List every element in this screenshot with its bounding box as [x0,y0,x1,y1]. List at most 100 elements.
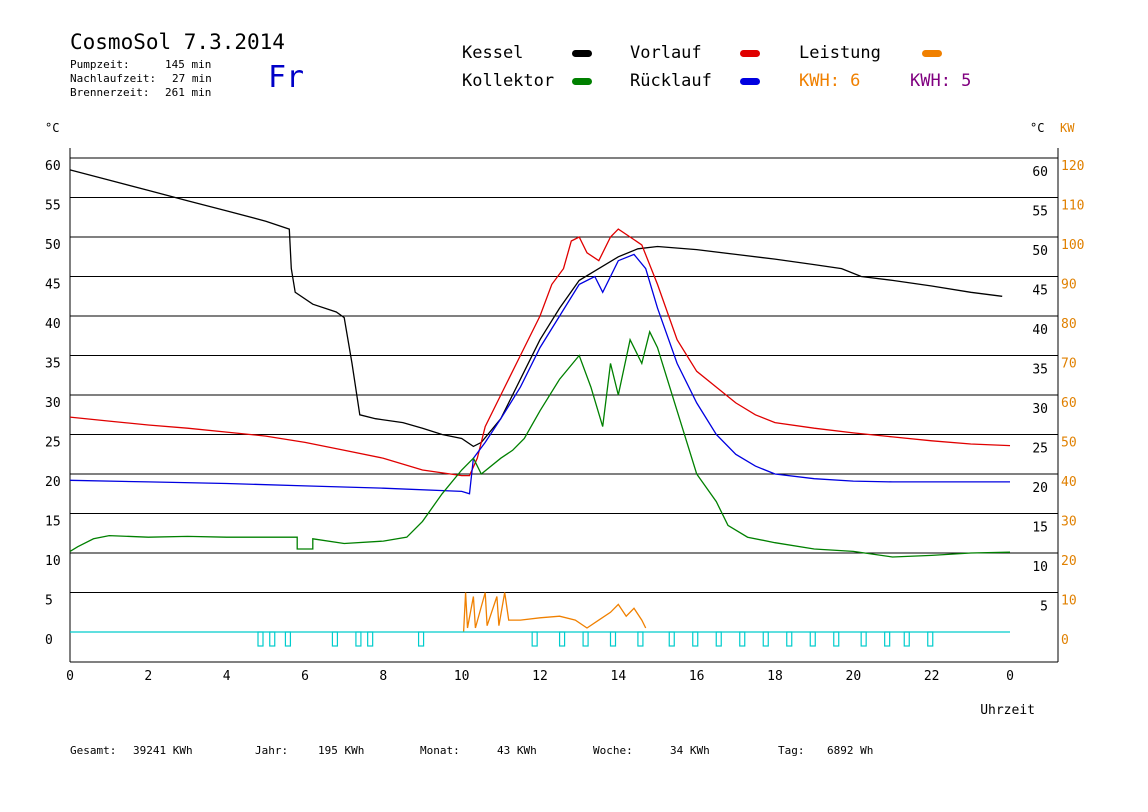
y-label-kw: KW [1060,121,1075,135]
weekday: Fr [268,60,305,95]
x-tick-0: 0 [66,669,74,684]
y-tick-kw-90: 90 [1061,278,1077,293]
brennerzeit-label: Brennerzeit: [70,86,150,99]
y-tick-right-20: 20 [1032,481,1048,496]
legend-leistung: Leistung [799,43,881,63]
y-tick-right-60: 60 [1032,165,1048,180]
y-tick-left-10: 10 [45,554,61,569]
x-tick-9: 18 [767,669,783,684]
pump-marker-16 [762,631,769,647]
axes [69,148,1059,663]
legend-ruecklauf: Rücklauf [630,71,712,91]
y-tick-kw-120: 120 [1061,159,1084,174]
pump-marker-22 [903,631,910,647]
x-tick-3: 6 [301,669,309,684]
pump-marker-14 [715,631,722,647]
footer-tag-value: 6892 Wh [827,744,874,757]
y-tick-left-15: 15 [45,515,61,530]
grid-lines [70,157,1058,593]
x-tick-8: 16 [689,669,705,684]
footer-gesamt-value: 39241 KWh [133,744,193,757]
y-tick-right-50: 50 [1032,244,1048,259]
legend-vorlauf: Vorlauf [630,43,702,63]
y-tick-kw-20: 20 [1061,554,1077,569]
footer-woche-value: 34 KWh [670,744,710,757]
legend-kwh-1: KWH: 6 [799,71,861,91]
nachlaufzeit-label: Nachlaufzeit: [70,72,157,85]
y-tick-right-15: 15 [1032,521,1048,536]
y-label-left: °C [45,121,59,135]
y-tick-left-55: 55 [45,199,61,214]
pump-marker-7 [531,631,538,647]
pump-marker-17 [786,631,793,647]
series-lines [69,169,1011,633]
y-tick-kw-50: 50 [1061,436,1077,451]
y-tick-right-10: 10 [1032,560,1048,575]
y-tick-left-20: 20 [45,475,61,490]
pump-marker-19 [833,631,840,647]
y-tick-right-5: 5 [1040,600,1048,615]
footer-monat-value: 43 KWh [497,744,537,757]
x-tick-12: 0 [1006,669,1014,684]
pump-marker-23 [927,631,934,647]
pump-marker-12 [668,631,675,647]
pump-marker-11 [637,631,644,647]
legend-kollektor-swatch [572,78,592,85]
y-tick-left-30: 30 [45,396,61,411]
y-tick-right-55: 55 [1032,205,1048,220]
x-tick-4: 8 [379,669,387,684]
legend-vorlauf-swatch [740,50,760,57]
footer-gesamt-label: Gesamt: [70,744,117,757]
y-tick-kw-60: 60 [1061,396,1077,411]
pump-marker-21 [884,631,891,647]
y-tick-kw-30: 30 [1061,515,1077,530]
y-tick-left-5: 5 [45,594,53,609]
y-tick-right-40: 40 [1032,323,1048,338]
y-tick-kw-0: 0 [1061,633,1069,648]
footer-jahr-value: 195 KWh [318,744,365,757]
pump-marker-3 [331,631,339,647]
y-tick-left-25: 25 [45,436,61,451]
pump-marker-9 [582,631,589,647]
pump-marker-10 [609,631,617,647]
series-kollektor [69,329,1011,558]
pump-marker-0 [257,631,264,647]
pump-marker-13 [692,631,699,647]
y-tick-left-50: 50 [45,238,61,253]
pump-marker-15 [739,631,746,647]
brennerzeit-value: 261 min [165,86,212,99]
footer-tag-label: Tag: [778,744,805,757]
legend-kwh-2: KWH: 5 [910,71,972,91]
y-label-right: °C [1030,121,1044,135]
x-tick-1: 2 [144,669,152,684]
series-leistung [462,592,647,633]
pump-marker-18 [809,631,816,647]
series-vorlauf [69,228,1011,477]
pump-marker-1 [269,631,276,647]
y-tick-left-60: 60 [45,159,61,174]
x-tick-2: 4 [223,669,231,684]
tick-labels: 0510152025303540455055605101520253035404… [45,121,1084,718]
nachlaufzeit-value: 27 min [172,72,212,85]
y-tick-left-45: 45 [45,278,61,293]
pumpzeit-label: Pumpzeit: [70,58,130,71]
series-rcklauf [69,253,1010,495]
x-tick-6: 12 [532,669,548,684]
pump-marker-2 [284,631,292,647]
x-label: Uhrzeit [980,703,1035,718]
y-tick-right-35: 35 [1032,363,1048,378]
y-tick-right-30: 30 [1032,402,1048,417]
x-tick-10: 20 [846,669,862,684]
y-tick-right-25: 25 [1032,442,1048,457]
legend-kessel-swatch [572,50,592,57]
pump-marker-6 [417,631,425,647]
y-tick-kw-10: 10 [1061,594,1077,609]
pump-marker-8 [558,631,566,647]
y-tick-left-35: 35 [45,357,61,372]
y-tick-kw-40: 40 [1061,475,1077,490]
legend-ruecklauf-swatch [740,78,760,85]
pump-marker-20 [860,631,867,647]
legend-kessel: Kessel [462,43,524,63]
pump-marker-5 [367,631,374,647]
